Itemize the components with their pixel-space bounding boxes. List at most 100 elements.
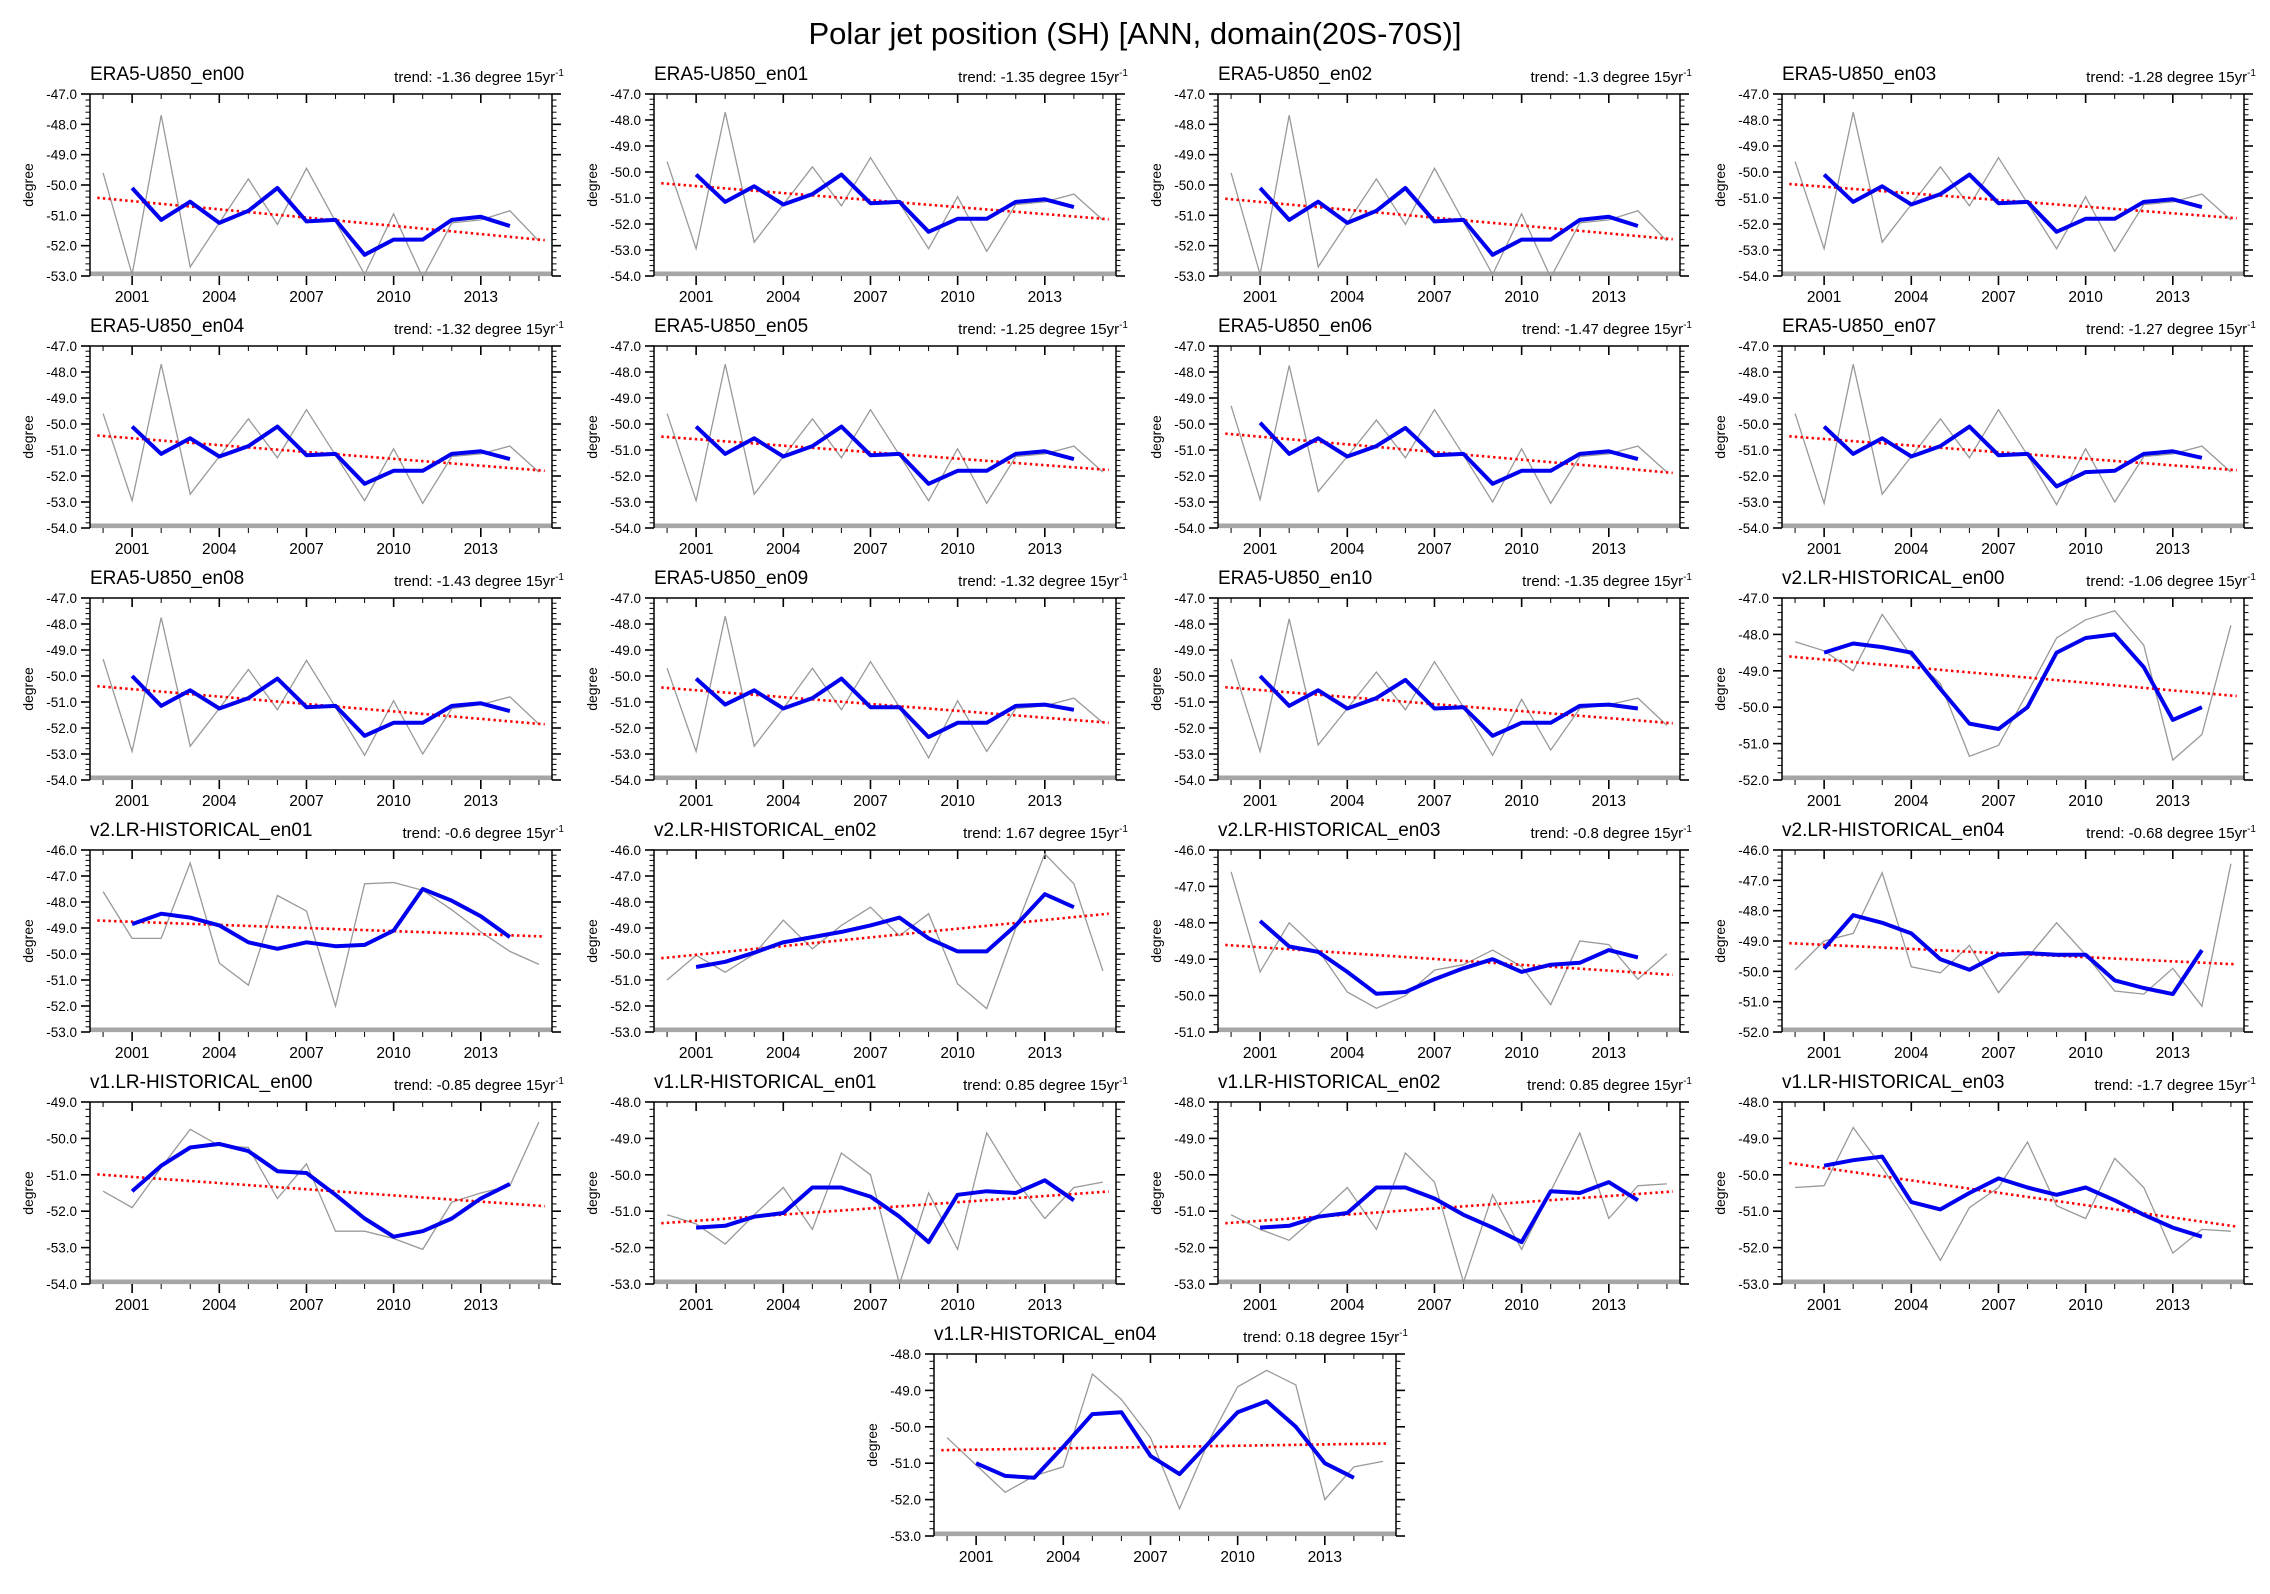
chart-panel: v1.LR-HISTORICAL_en04 trend: 0.18 degree… — [854, 1320, 1416, 1572]
panel-header: v1.LR-HISTORICAL_en03 trend: -1.7 degree… — [1702, 1068, 2264, 1094]
svg-text:-49.0: -49.0 — [1174, 1131, 1205, 1146]
panel-chart: 2001 2004 2007 2010 2013 -53.0 -52.0 -51.0 -50.0… — [20, 843, 561, 1062]
y-axis-label: degree — [20, 163, 36, 207]
svg-text:-51.0: -51.0 — [46, 443, 77, 458]
y-axis-label: degree — [1712, 919, 1728, 963]
svg-text:-51.0: -51.0 — [1174, 695, 1205, 710]
svg-text:2013: 2013 — [464, 1297, 498, 1314]
panel-chart: 2001 2004 2007 2010 2013 -53.0 -52.0 -51.0 -50.0… — [1712, 1095, 2253, 1314]
panel-title: v2.LR-HISTORICAL_en04 — [1782, 820, 2005, 841]
svg-text:-52.0: -52.0 — [610, 721, 641, 736]
svg-text:-50.0: -50.0 — [890, 1420, 921, 1435]
svg-text:-51.0: -51.0 — [46, 1168, 77, 1183]
y-axis-label: degree — [1712, 667, 1728, 711]
svg-text:2010: 2010 — [2068, 289, 2103, 306]
svg-text:2010: 2010 — [1504, 541, 1539, 558]
svg-text:2013: 2013 — [1028, 793, 1062, 810]
svg-text:-49.0: -49.0 — [46, 643, 77, 658]
y-axis-label: degree — [1148, 415, 1164, 459]
svg-text:-47.0: -47.0 — [46, 591, 77, 606]
trend-label: trend: 0.85 degree 15yr-1 — [963, 1076, 1128, 1094]
svg-text:-52.0: -52.0 — [46, 999, 77, 1014]
trend-label: trend: -0.68 degree 15yr-1 — [2086, 824, 2256, 842]
svg-text:2010: 2010 — [940, 289, 975, 306]
chart-panel: ERA5-U850_en06 trend: -1.47 degree 15yr-… — [1138, 312, 1700, 564]
svg-text:2010: 2010 — [940, 541, 975, 558]
svg-text:2007: 2007 — [1417, 1297, 1451, 1314]
panel-row-5: v1.LR-HISTORICAL_en00 trend: -0.85 degre… — [0, 1068, 2270, 1320]
svg-text:2007: 2007 — [1981, 289, 2015, 306]
svg-text:-54.0: -54.0 — [46, 773, 77, 788]
svg-text:-51.0: -51.0 — [46, 208, 77, 223]
panel-title: v2.LR-HISTORICAL_en00 — [1782, 568, 2005, 589]
chart-panel: ERA5-U850_en02 trend: -1.3 degree 15yr-1… — [1138, 60, 1700, 312]
svg-text:-48.0: -48.0 — [610, 113, 641, 128]
panel-title: ERA5-U850_en00 — [90, 64, 245, 85]
svg-text:2001: 2001 — [115, 289, 149, 306]
svg-text:-51.0: -51.0 — [1738, 737, 1769, 752]
svg-text:-52.0: -52.0 — [46, 1204, 77, 1219]
svg-text:-49.0: -49.0 — [1738, 139, 1769, 154]
svg-text:-52.0: -52.0 — [1738, 773, 1769, 788]
svg-text:-54.0: -54.0 — [610, 521, 641, 536]
svg-text:-47.0: -47.0 — [1738, 87, 1769, 102]
svg-text:-51.0: -51.0 — [1174, 443, 1205, 458]
svg-text:2010: 2010 — [940, 1045, 975, 1062]
svg-text:2013: 2013 — [1028, 1297, 1062, 1314]
panel-title: ERA5-U850_en03 — [1782, 64, 1937, 85]
panel-header: ERA5-U850_en08 trend: -1.43 degree 15yr-… — [10, 564, 572, 590]
svg-text:2013: 2013 — [464, 1045, 498, 1062]
panel-title: ERA5-U850_en10 — [1218, 568, 1373, 589]
panel-header: ERA5-U850_en03 trend: -1.28 degree 15yr-… — [1702, 60, 2264, 86]
svg-text:-48.0: -48.0 — [46, 895, 77, 910]
svg-text:-54.0: -54.0 — [46, 521, 77, 536]
chart-panel: v1.LR-HISTORICAL_en02 trend: 0.85 degree… — [1138, 1068, 1700, 1320]
svg-text:2010: 2010 — [1504, 1045, 1539, 1062]
panel-header: ERA5-U850_en10 trend: -1.35 degree 15yr-… — [1138, 564, 1700, 590]
svg-text:2013: 2013 — [2156, 1297, 2190, 1314]
svg-text:-48.0: -48.0 — [46, 617, 77, 632]
chart-panel: ERA5-U850_en05 trend: -1.25 degree 15yr-… — [574, 312, 1136, 564]
svg-text:-51.0: -51.0 — [1174, 1025, 1205, 1040]
svg-text:-51.0: -51.0 — [46, 973, 77, 988]
svg-text:-49.0: -49.0 — [890, 1383, 921, 1398]
panel-header: v2.LR-HISTORICAL_en00 trend: -1.06 degre… — [1702, 564, 2264, 590]
panel-header: v1.LR-HISTORICAL_en04 trend: 0.18 degree… — [854, 1320, 1416, 1346]
svg-text:2004: 2004 — [1330, 1045, 1365, 1062]
svg-text:-52.0: -52.0 — [1738, 217, 1769, 232]
y-axis-label: degree — [20, 415, 36, 459]
panel-row-6: v1.LR-HISTORICAL_en04 trend: 0.18 degree… — [0, 1320, 2270, 1572]
panel-row-3: ERA5-U850_en08 trend: -1.43 degree 15yr-… — [0, 564, 2270, 816]
chart-panel: v2.LR-HISTORICAL_en01 trend: -0.6 degree… — [10, 816, 572, 1068]
svg-text:2010: 2010 — [940, 1297, 975, 1314]
svg-text:2007: 2007 — [1417, 541, 1451, 558]
svg-text:-50.0: -50.0 — [610, 165, 641, 180]
svg-text:2013: 2013 — [1308, 1549, 1342, 1566]
y-axis-label: degree — [864, 1423, 880, 1467]
svg-text:2001: 2001 — [115, 541, 149, 558]
panel-chart: 2001 2004 2007 2010 2013 -54.0 -53.0 -52.0 -51.0… — [20, 591, 561, 810]
panel-header: v2.LR-HISTORICAL_en02 trend: 1.67 degree… — [574, 816, 1136, 842]
svg-text:2001: 2001 — [115, 793, 149, 810]
svg-text:2004: 2004 — [1330, 1297, 1365, 1314]
panel-chart: 2001 2004 2007 2010 2013 -53.0 -52.0 -51.0 -50.0… — [1148, 1095, 1689, 1314]
svg-text:-49.0: -49.0 — [1738, 664, 1769, 679]
svg-text:2007: 2007 — [853, 541, 887, 558]
panel-chart: 2001 2004 2007 2010 2013 -54.0 -53.0 -52.0 -51.0… — [1148, 591, 1689, 810]
svg-text:-50.0: -50.0 — [46, 1131, 77, 1146]
panel-chart: 2001 2004 2007 2010 2013 -54.0 -53.0 -52.0 -51.0… — [584, 87, 1125, 306]
svg-text:2013: 2013 — [1028, 289, 1062, 306]
svg-text:-51.0: -51.0 — [610, 1204, 641, 1219]
svg-text:2010: 2010 — [376, 541, 411, 558]
figure-title: Polar jet position (SH) [ANN, domain(20S… — [808, 16, 1462, 51]
svg-text:-51.0: -51.0 — [1174, 1204, 1205, 1219]
svg-text:2001: 2001 — [679, 289, 713, 306]
svg-text:-50.0: -50.0 — [1738, 165, 1769, 180]
svg-text:-49.0: -49.0 — [1174, 391, 1205, 406]
svg-text:-51.0: -51.0 — [890, 1456, 921, 1471]
svg-text:2007: 2007 — [1981, 541, 2015, 558]
y-axis-label: degree — [584, 163, 600, 207]
svg-text:2001: 2001 — [1807, 793, 1841, 810]
panel-chart: 2001 2004 2007 2010 2013 -54.0 -53.0 -52.0 -51.0… — [584, 339, 1125, 558]
svg-text:-52.0: -52.0 — [890, 1493, 921, 1508]
